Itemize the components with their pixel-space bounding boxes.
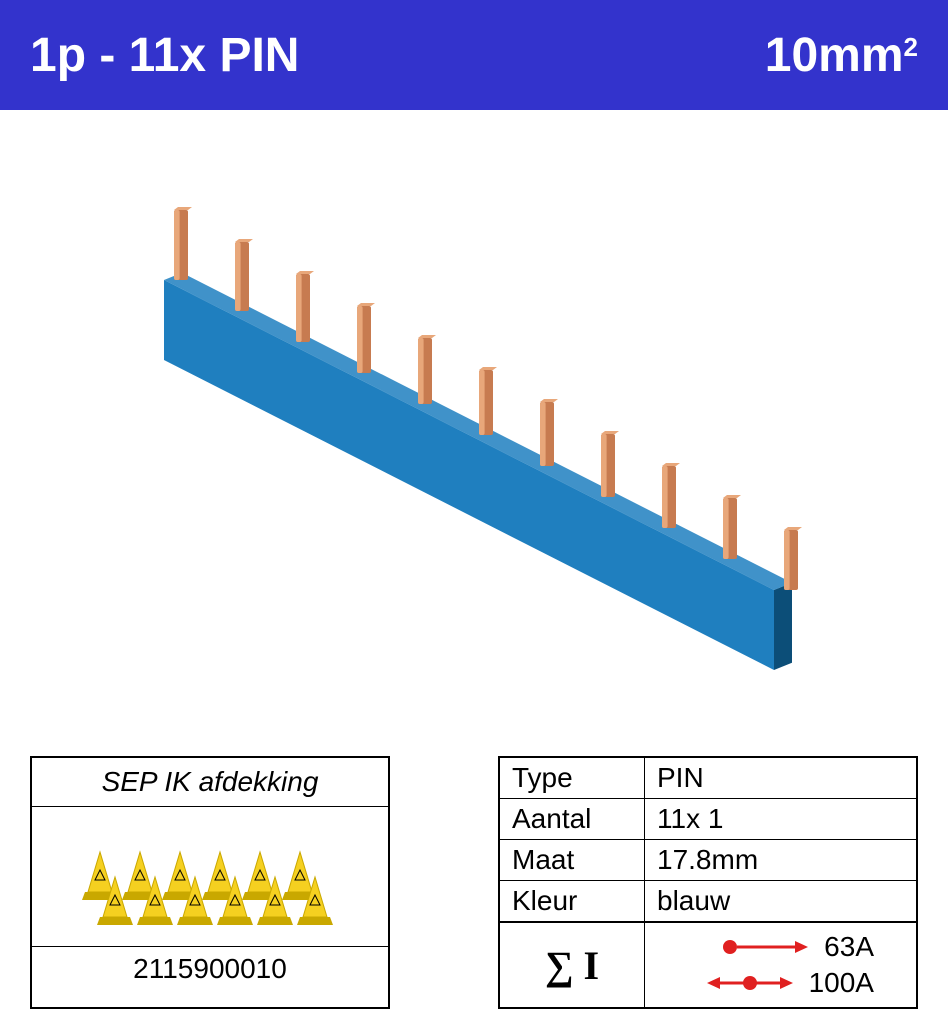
header-bar: 1p - 11x PIN 10mm2 <box>0 0 948 110</box>
accessory-box: SEP IK afdekking <box>30 756 390 1009</box>
ratings-list: 63A 100A <box>645 923 916 1007</box>
rating-section: ∑ I 63A 100A <box>500 921 916 1007</box>
spec-row: Aantal 11x 1 <box>500 799 916 840</box>
spec-value: blauw <box>645 881 916 921</box>
rating-row: 100A <box>657 965 904 1001</box>
spec-label: Aantal <box>500 799 645 839</box>
spec-label: Type <box>500 758 645 798</box>
spec-row: Type PIN <box>500 758 916 799</box>
arrow-double-icon <box>705 973 795 993</box>
accessory-code: 2115900010 <box>32 947 388 991</box>
sigma-label: ∑ I <box>500 923 645 1007</box>
spec-row: Kleur blauw <box>500 881 916 921</box>
spec-value: 17.8mm <box>645 840 916 880</box>
spec-row: Maat 17.8mm <box>500 840 916 881</box>
rating-row: 63A <box>657 929 904 965</box>
rating-value: 100A <box>809 967 874 999</box>
spec-label: Maat <box>500 840 645 880</box>
covers-illustration <box>70 817 350 937</box>
header-title-right: 10mm2 <box>765 28 918 83</box>
rating-value: 63A <box>824 931 874 963</box>
header-size-value: 10mm <box>765 28 904 83</box>
busbar-illustration <box>74 140 874 700</box>
arrow-single-icon <box>720 937 810 957</box>
spec-value: PIN <box>645 758 916 798</box>
spec-label: Kleur <box>500 881 645 921</box>
accessory-image <box>32 807 388 947</box>
header-title-left: 1p - 11x PIN <box>30 28 299 83</box>
accessory-title: SEP IK afdekking <box>32 758 388 807</box>
bottom-section: SEP IK afdekking <box>0 756 948 1009</box>
header-size-exponent: 2 <box>904 32 918 63</box>
specs-box: Type PIN Aantal 11x 1 Maat 17.8mm Kleur … <box>498 756 918 1009</box>
product-image-area <box>0 110 948 750</box>
spec-value: 11x 1 <box>645 799 916 839</box>
